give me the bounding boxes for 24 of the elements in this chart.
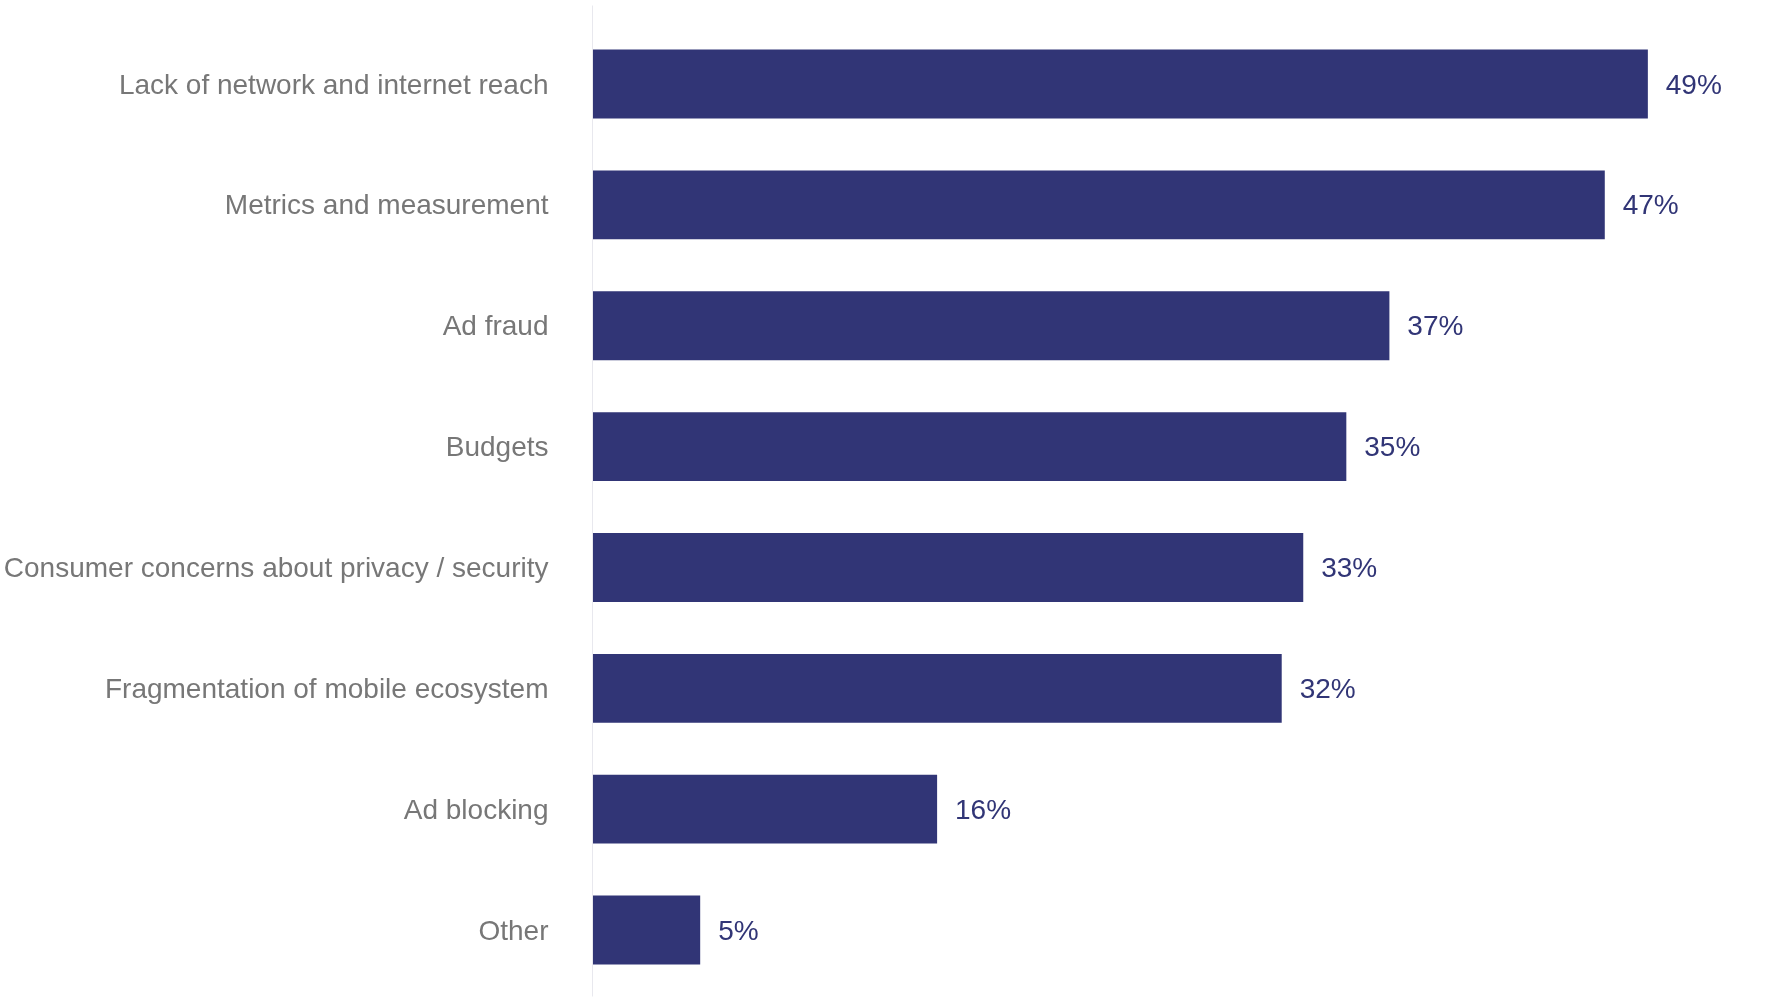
bar: [592, 412, 1347, 482]
y-tick-label: Ad fraud: [442, 310, 549, 342]
data-label: 33%: [1321, 551, 1378, 583]
data-label: 35%: [1364, 431, 1421, 463]
bar: [592, 170, 1605, 240]
bar: [592, 533, 1304, 602]
bar: [592, 291, 1390, 361]
data-label: 37%: [1407, 310, 1464, 342]
y-tick-label: Budgets: [445, 431, 549, 463]
bar: [592, 49, 1648, 119]
data-label: 5%: [718, 914, 759, 946]
y-tick-label: Lack of network and internet reach: [118, 68, 549, 100]
data-label: 49%: [1665, 68, 1722, 100]
y-tick-label: Metrics and measurement: [224, 189, 549, 221]
bar: [592, 895, 701, 965]
y-tick-label: Consumer concerns about privacy / security: [3, 551, 549, 583]
y-tick-label: Other: [478, 914, 549, 946]
data-label: 47%: [1622, 189, 1679, 221]
data-label: 16%: [955, 793, 1012, 825]
bar: [592, 653, 1282, 723]
y-tick-label: Ad blocking: [403, 793, 549, 825]
y-tick-label: Fragmentation of mobile ecosystem: [104, 672, 549, 704]
data-label: 32%: [1299, 672, 1356, 704]
bar: [592, 774, 938, 844]
